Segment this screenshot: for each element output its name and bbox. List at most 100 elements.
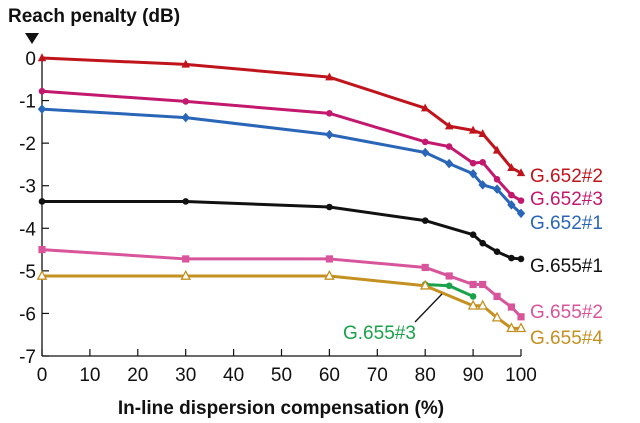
- data-point: [468, 125, 478, 134]
- series-g-655-1: [38, 198, 525, 263]
- data-point: [445, 272, 453, 280]
- data-point: [325, 129, 334, 140]
- y-tick-label: -7: [19, 347, 36, 368]
- series-label-leader: [414, 293, 443, 323]
- data-point: [38, 87, 46, 95]
- data-point: [516, 168, 526, 177]
- series-g-655-4: [36, 269, 527, 333]
- data-point: [469, 280, 477, 289]
- data-point: [493, 176, 501, 183]
- data-point: [325, 72, 334, 81]
- series-g-655-2: [38, 245, 525, 321]
- data-point: [38, 198, 46, 205]
- data-point: [508, 191, 515, 199]
- data-point: [492, 145, 502, 154]
- x-tick-label: 10: [79, 365, 100, 386]
- data-point: [469, 293, 477, 300]
- data-point: [469, 159, 477, 167]
- series-label: G.652#2: [530, 166, 603, 187]
- series-label: G.655#1: [530, 256, 603, 277]
- data-point: [182, 98, 189, 105]
- data-point: [506, 322, 517, 333]
- data-point: [516, 208, 526, 219]
- series-line: [41, 56, 522, 175]
- y-tick-label: -5: [19, 262, 36, 283]
- data-point: [36, 269, 48, 280]
- x-tick-label: 80: [415, 365, 436, 386]
- series-label: G.652#3: [530, 189, 603, 210]
- y-axis-arrow-icon: [25, 33, 39, 44]
- x-tick-label: 70: [367, 365, 388, 386]
- data-point: [419, 279, 431, 290]
- data-point: [182, 198, 189, 205]
- data-point: [444, 121, 454, 130]
- data-point: [37, 53, 47, 62]
- series-label: G.655#2: [530, 302, 603, 323]
- data-point: [37, 104, 47, 114]
- series-line: [41, 107, 522, 215]
- data-point: [444, 158, 454, 169]
- data-point: [326, 110, 333, 117]
- y-tick-label: -3: [19, 177, 36, 198]
- data-point: [479, 159, 486, 166]
- x-tick-label: 100: [505, 365, 537, 386]
- data-point: [325, 255, 333, 263]
- data-point: [493, 248, 501, 255]
- data-point: [445, 282, 453, 290]
- data-point: [181, 59, 190, 68]
- data-point: [421, 138, 429, 146]
- x-tick-label: 50: [271, 365, 292, 386]
- x-tick-label: 90: [463, 365, 484, 386]
- y-axis-title: Reach penalty (dB): [8, 6, 180, 27]
- data-point: [468, 168, 478, 179]
- data-point: [181, 112, 190, 123]
- series-label: G.655#3: [343, 323, 416, 344]
- x-tick-label: 30: [175, 365, 196, 386]
- data-point: [517, 197, 525, 204]
- data-point: [491, 311, 503, 322]
- series-label: G.655#4: [530, 328, 603, 349]
- series-label: G.652#1: [530, 213, 603, 234]
- data-point: [507, 200, 516, 210]
- data-point: [517, 255, 525, 263]
- data-point: [517, 313, 525, 321]
- series-g-652-3: [38, 87, 525, 204]
- data-point: [492, 184, 502, 194]
- data-point: [182, 255, 190, 263]
- data-point: [421, 147, 430, 158]
- y-tick-label: -1: [19, 92, 36, 113]
- series-g-652-2: [37, 53, 526, 177]
- series-line: [42, 199, 522, 261]
- y-tick-label: -6: [19, 304, 36, 325]
- data-point: [515, 322, 527, 333]
- x-axis-title: In-line dispersion compensation (%): [118, 398, 444, 419]
- series-line: [41, 248, 523, 318]
- data-point: [38, 245, 46, 254]
- y-tick-label: -4: [19, 219, 36, 240]
- x-tick-label: 20: [127, 365, 148, 386]
- data-point: [180, 269, 191, 280]
- data-point: [479, 239, 486, 247]
- data-point: [507, 303, 516, 311]
- data-point: [469, 231, 477, 238]
- y-tick-label: 0: [25, 49, 36, 70]
- series-g-652-1: [37, 104, 526, 219]
- data-point: [326, 203, 333, 211]
- data-point: [493, 292, 501, 300]
- data-point: [508, 254, 515, 262]
- data-point: [324, 269, 335, 280]
- data-point: [421, 263, 429, 272]
- series-line: [41, 89, 522, 202]
- data-point: [477, 299, 488, 310]
- data-point: [421, 103, 430, 112]
- data-point: [507, 163, 516, 172]
- data-point: [478, 129, 487, 137]
- y-tick-label: -2: [19, 134, 36, 155]
- data-point: [479, 280, 487, 289]
- x-tick-label: 60: [319, 365, 340, 386]
- data-point: [421, 217, 429, 224]
- data-point: [445, 143, 453, 150]
- data-point: [478, 180, 487, 190]
- data-point: [467, 299, 479, 310]
